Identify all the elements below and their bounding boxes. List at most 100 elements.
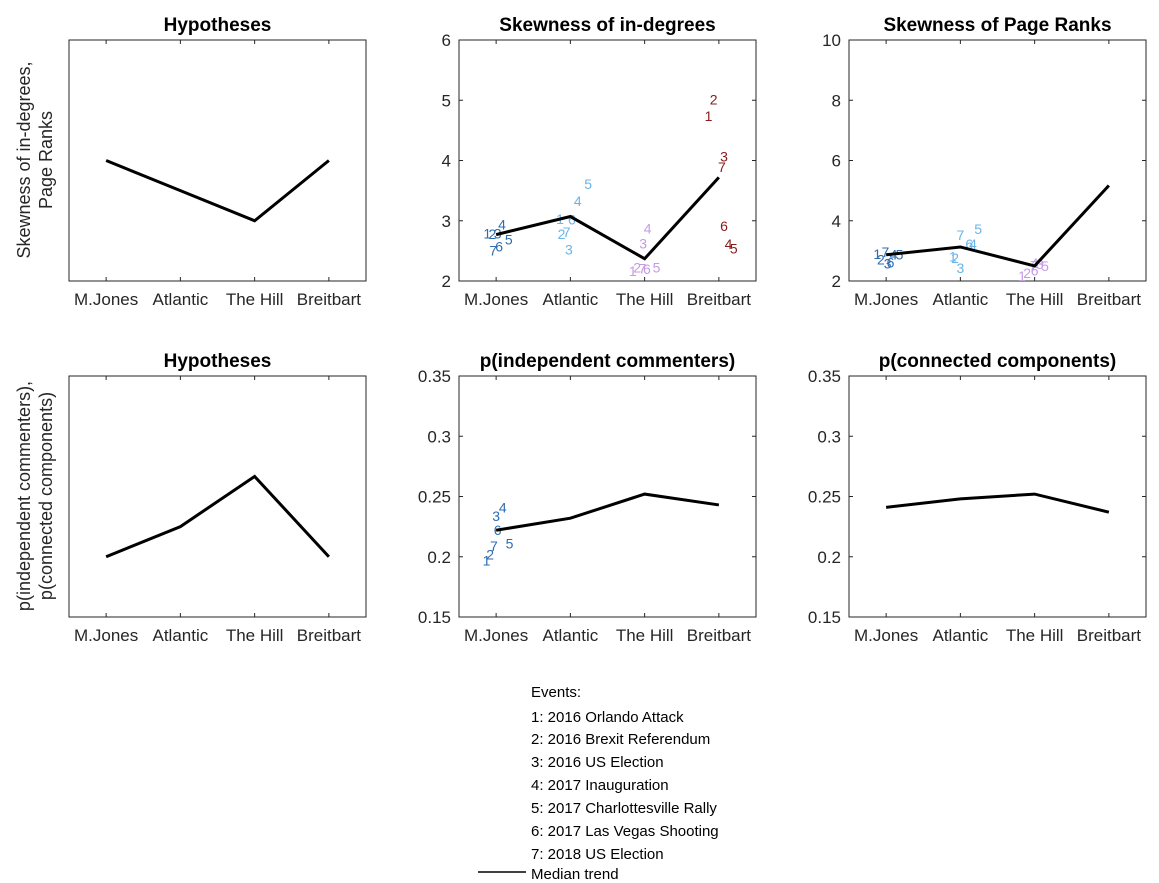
data-point-label: 1 — [483, 225, 491, 241]
panel-1: Hypotheses M.Jones Atlantic The Hill Breitba… — [68, 15, 367, 309]
data-point-label: 7 — [490, 538, 498, 554]
data-point-label: 4 — [725, 236, 733, 252]
legend-item-6: 6: 2017 Las Vegas Shooting — [531, 823, 719, 840]
panel-5: p(independent commenters) M.Jones Atlantic… — [418, 351, 757, 645]
data-point-label: 5 — [506, 535, 514, 551]
data-point-label: 2 — [489, 226, 497, 242]
data-point-label: 4 — [644, 221, 652, 237]
data-point-label: 2 — [633, 260, 641, 276]
data-point-label: 5 — [1041, 258, 1049, 274]
data-point-label: 4 — [1031, 255, 1039, 271]
data-point-label: 7 — [881, 244, 889, 260]
data-point-label: 5 — [584, 176, 592, 192]
y-tick-label: 0.35 — [418, 367, 451, 386]
data-point-label: 3 — [884, 256, 892, 272]
data-point-label: 6 — [720, 218, 728, 234]
y-tick-label: 6 — [442, 31, 451, 50]
data-point-label: 6 — [643, 261, 651, 277]
median-trend-line — [885, 184, 1110, 268]
panel-title: Hypotheses — [164, 351, 272, 372]
median-trend-line — [885, 492, 1110, 514]
x-tick-label: The Hill — [616, 290, 674, 309]
row2-ylabel-line1: p(independent commenters), — [14, 381, 34, 611]
data-point-label: 2 — [1023, 265, 1031, 281]
y-tick-label: 0.2 — [817, 548, 841, 567]
y-tick-label: 0.2 — [427, 548, 451, 567]
legend-item-1: 1: 2016 Orlando Attack — [531, 709, 684, 726]
data-point-label: 5 — [974, 221, 982, 237]
x-tick-label: M.Jones — [464, 290, 528, 309]
y-tick-label: 10 — [822, 31, 841, 50]
legend-trend-label: Median trend — [531, 866, 619, 883]
data-point-label: 2 — [877, 251, 885, 267]
x-tick-label: Breitbart — [297, 290, 362, 309]
y-tick-label: 6 — [832, 152, 841, 171]
x-tick-label: Atlantic — [153, 626, 209, 645]
data-point-label: 2 — [486, 546, 494, 562]
x-tick-label: M.Jones — [74, 290, 138, 309]
y-tick-label: 0.15 — [808, 608, 841, 627]
row1-ylabel-line1: Skewness of in-degrees, — [14, 61, 34, 258]
legend-item-5: 5: 2017 Charlottesville Rally — [531, 800, 717, 817]
plot-box — [458, 39, 757, 282]
data-point-label: 5 — [653, 260, 661, 276]
data-point-label: 4 — [499, 499, 507, 515]
row1-ylabel-line2: Page Ranks — [36, 111, 56, 209]
y-tick-label: 4 — [832, 212, 841, 231]
median-trend-line — [495, 176, 720, 261]
x-tick-label: M.Jones — [464, 626, 528, 645]
x-tick-label: Breitbart — [1077, 626, 1142, 645]
median-trend-line — [105, 159, 330, 223]
x-tick-label: The Hill — [616, 626, 674, 645]
row-labels: Skewness of in-degrees, Page Ranks p(ind… — [14, 61, 56, 611]
y-tick-label: 2 — [442, 272, 451, 291]
data-point-label: 2 — [710, 92, 718, 108]
data-point-label: 5 — [505, 231, 513, 247]
data-point-label: 3 — [1036, 256, 1044, 272]
plot-box — [458, 375, 757, 618]
x-tick-label: M.Jones — [74, 626, 138, 645]
x-tick-label: Atlantic — [543, 626, 599, 645]
data-point-label: 1 — [949, 249, 957, 265]
y-tick-label: 5 — [442, 91, 451, 110]
x-tick-label: Breitbart — [1077, 290, 1142, 309]
y-tick-label: 8 — [832, 91, 841, 110]
row2-ylabel-line2: p(connected components) — [36, 392, 56, 600]
data-point-label: 3 — [492, 508, 500, 524]
plot-box — [68, 39, 367, 282]
panel-title: p(connected components) — [879, 351, 1117, 372]
y-tick-label: 3 — [442, 212, 451, 231]
data-point-label: 2 — [951, 250, 959, 266]
data-point-label: 3 — [956, 260, 964, 276]
panel-6: p(connected components) M.Jones Atlantic Th… — [808, 351, 1147, 645]
data-point-label: 6 — [965, 236, 973, 252]
x-tick-label: Atlantic — [933, 626, 989, 645]
data-point-label: 6 — [887, 255, 895, 271]
legend-item-3: 3: 2016 US Election — [531, 754, 664, 771]
legend-item-4: 4: 2017 Inauguration — [531, 777, 669, 794]
x-tick-label: The Hill — [226, 290, 284, 309]
data-point-label: 1 — [705, 108, 713, 124]
y-tick-label: 0.3 — [427, 427, 451, 446]
median-trend-line — [105, 474, 330, 559]
data-point-label: 7 — [956, 227, 964, 243]
panel-title: Skewness of Page Ranks — [883, 15, 1111, 36]
legend: Events: 1: 2016 Orlando Attack 2: 2016 B… — [478, 684, 719, 883]
legend-item-7: 7: 2018 US Election — [531, 846, 664, 863]
data-point-label: 7 — [638, 260, 646, 276]
x-tick-label: Breitbart — [297, 626, 362, 645]
panel-4: Hypotheses M.Jones Atlantic The Hill Breitba… — [68, 351, 367, 645]
y-tick-label: 0.3 — [817, 427, 841, 446]
data-point-label: 1 — [1018, 268, 1026, 284]
y-tick-label: 0.25 — [418, 488, 451, 507]
data-point-label: 4 — [969, 236, 977, 252]
y-tick-label: 0.35 — [808, 367, 841, 386]
data-point-label: 3 — [639, 236, 647, 252]
plot-box — [848, 39, 1147, 282]
data-point-label: 1 — [483, 552, 491, 568]
x-tick-label: Atlantic — [543, 290, 599, 309]
x-tick-label: The Hill — [1006, 290, 1064, 309]
data-point-label: 3 — [720, 148, 728, 164]
x-tick-label: Atlantic — [153, 290, 209, 309]
